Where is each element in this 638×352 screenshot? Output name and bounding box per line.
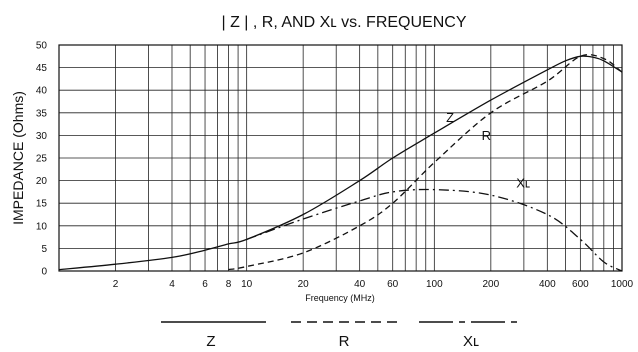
curve-labels: Z R Xʟ: [446, 110, 530, 191]
y-tick-label: 35: [36, 108, 48, 119]
x-tick-label: 200: [482, 279, 499, 290]
tick-labels: 2 4 6 8 10 20 40 60 100 200 400 600 1000 0 5 10 15 20 25 30…: [36, 41, 634, 291]
grid: [59, 45, 622, 271]
y-tick-label: 5: [41, 244, 47, 255]
y-tick-label: 20: [36, 176, 48, 187]
series-line-0: [58, 55, 623, 271]
y-tick-label: 0: [41, 267, 47, 278]
curve-label-0: Z: [446, 110, 454, 125]
legend-label-2: Xʟ: [463, 333, 479, 350]
plot-frame: [58, 44, 623, 272]
y-tick-label: 50: [36, 41, 48, 52]
legend-label-0: Z: [206, 333, 215, 350]
y-tick-label: 45: [36, 63, 48, 74]
y-axis-label: IMPEDANCE (Ohms): [10, 91, 26, 225]
x-tick-label: 1000: [611, 279, 634, 290]
x-tick-label: 40: [354, 279, 366, 290]
y-tick-label: 40: [36, 86, 48, 97]
x-axis-label: Frequency (MHz): [305, 293, 375, 303]
x-tick-label: 100: [426, 279, 443, 290]
x-tick-label: 60: [387, 279, 399, 290]
y-tick-label: 25: [36, 154, 48, 165]
legend-label-1: R: [339, 333, 350, 350]
curve-label-2: Xʟ: [516, 175, 530, 190]
curve-label-1: R: [482, 128, 491, 143]
plot-series: [58, 53, 623, 272]
series-line-1: [228, 53, 623, 271]
y-tick-label: 10: [36, 221, 48, 232]
y-tick-label: 15: [36, 199, 48, 210]
series-line-2: [246, 188, 623, 272]
x-tick-label: 4: [169, 279, 175, 290]
x-tick-label: 10: [241, 279, 253, 290]
legend: Z R Xʟ: [161, 321, 523, 350]
x-tick-label: 20: [298, 279, 310, 290]
chart-title: | Z | , R, AND Xʟ vs. FREQUENCY: [221, 14, 466, 31]
x-tick-label: 6: [202, 279, 208, 290]
x-tick-label: 600: [572, 279, 589, 290]
x-tick-label: 400: [539, 279, 556, 290]
x-tick-label: 8: [226, 279, 232, 290]
x-tick-label: 2: [113, 279, 119, 290]
y-tick-label: 30: [36, 131, 48, 142]
